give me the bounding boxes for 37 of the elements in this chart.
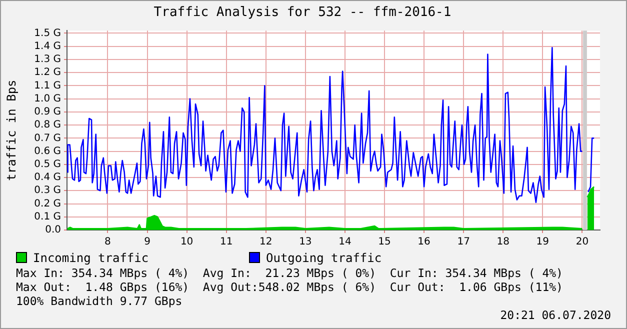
x-tick-label: 18	[496, 236, 510, 248]
x-tick-label: 9	[144, 236, 150, 248]
x-tick-label: 15	[378, 236, 391, 248]
x-tick-label: 20	[576, 236, 589, 248]
y-tick-label: 1.1 G	[34, 80, 61, 92]
x-tick-label: 11	[220, 236, 233, 248]
y-tick-label: 0.1 G	[34, 211, 61, 222]
y-axis-title: traffic in Bps	[4, 80, 18, 181]
x-tick-label: 19	[536, 236, 550, 248]
y-tick-label: 0.0	[45, 224, 61, 236]
y-tick-label: 1.0 G	[34, 93, 61, 104]
y-tick-label: 0.8 G	[34, 120, 61, 131]
x-tick-label: 17	[457, 236, 470, 248]
y-tick-label: 0.2 G	[34, 198, 61, 210]
y-tick-label: 0.4 G	[34, 172, 61, 184]
x-tick-label: 12	[260, 236, 272, 248]
text: Max Out: 1.48 GBps (16%) Avg Out:548.02 MBps ( 6%) Cur Out: 1.06 GBps (11%)	[16, 280, 564, 294]
y-tick-label: 1.4 G	[34, 40, 61, 52]
y-tick-label: 0.6 G	[34, 146, 61, 157]
legend-label: Outgoing traffic	[265, 251, 382, 265]
text: 20:21 06.07.2020	[499, 308, 611, 322]
y-tick-label: 0.7 G	[34, 132, 61, 144]
legend-label: Incoming traffic	[32, 251, 149, 265]
y-tick-label: 1.3 G	[34, 54, 61, 66]
x-tick-label: 13	[299, 236, 312, 248]
y-tick-label: 0.9 G	[34, 106, 61, 118]
x-tick-label: 16	[418, 236, 430, 248]
y-tick-label: 1.2 G	[34, 67, 61, 78]
x-tick-label: 14	[338, 236, 352, 248]
text: Max In: 354.34 MBps ( 4%) Avg In: 21.23 MBps ( 0%) Cur In: 354.34 MBps ( 4%)	[16, 266, 564, 280]
x-tick-label: 8	[104, 236, 111, 248]
x-tick-label: 10	[180, 236, 194, 248]
y-tick-label: 0.3 G	[34, 185, 61, 196]
text: 100% Bandwidth 9.77 GBps	[16, 294, 184, 308]
y-tick-label: 0.5 G	[34, 159, 61, 170]
chart-title: Traffic Analysis for 532 -- ffm-2016-1	[154, 5, 452, 20]
y-tick-label: 1.5 G	[34, 28, 61, 39]
